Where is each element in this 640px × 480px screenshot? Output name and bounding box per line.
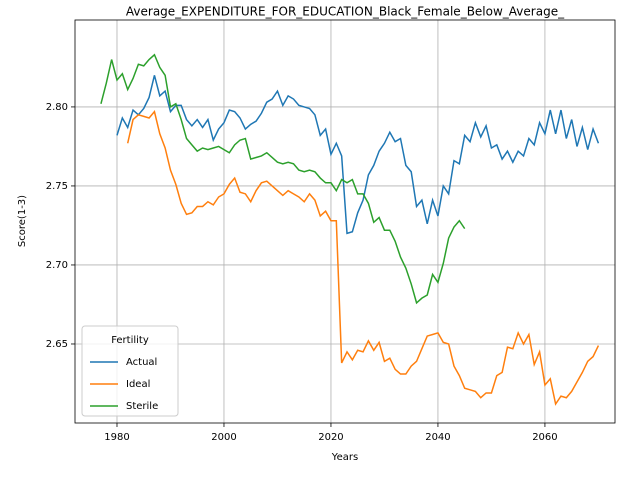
line-series — [100, 53, 466, 305]
x-tick-label: 2020 — [318, 432, 343, 443]
y-axis-label: Score(1-3) — [17, 195, 28, 247]
legend-box — [81, 325, 179, 417]
y-tick-label: 2.65 — [46, 339, 68, 350]
x-axis-label: Years — [331, 452, 358, 463]
y-tick-label: 2.80 — [46, 102, 68, 113]
chart-title: Average_EXPENDITURE_FOR_EDUCATION_Black_… — [126, 5, 565, 19]
x-tick-label: 2060 — [532, 432, 557, 443]
legend-label: Actual — [126, 357, 157, 368]
x-tick-label: 1980 — [104, 432, 129, 443]
y-tick-label: 2.75 — [46, 181, 68, 192]
line-series — [116, 75, 600, 235]
legend-label: Sterile — [126, 401, 158, 412]
x-tick-label: 2000 — [211, 432, 236, 443]
legend-label: Ideal — [126, 379, 150, 390]
legend-title: Fertility — [111, 335, 149, 346]
x-tick-label: 2040 — [425, 432, 450, 443]
y-tick-label: 2.70 — [46, 260, 68, 271]
line-series — [126, 110, 600, 406]
plot-frame — [74, 19, 616, 424]
